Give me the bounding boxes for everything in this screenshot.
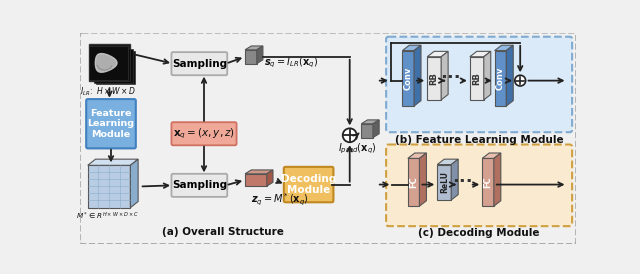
Polygon shape xyxy=(494,153,501,206)
Text: Conv: Conv xyxy=(496,67,505,90)
Polygon shape xyxy=(362,124,373,138)
Polygon shape xyxy=(414,45,421,106)
FancyBboxPatch shape xyxy=(284,167,333,202)
Text: (b) Feature Learning Module: (b) Feature Learning Module xyxy=(395,135,563,144)
Polygon shape xyxy=(245,50,257,64)
Polygon shape xyxy=(495,45,513,51)
Text: ReLU: ReLU xyxy=(440,171,449,193)
Polygon shape xyxy=(403,51,414,106)
Text: $I_{LR}$:  $H \times W \times D$: $I_{LR}$: $H \times W \times D$ xyxy=(80,85,136,98)
Polygon shape xyxy=(90,44,129,81)
Text: FC: FC xyxy=(409,176,418,188)
FancyBboxPatch shape xyxy=(80,33,576,244)
Polygon shape xyxy=(131,159,138,208)
Text: RB: RB xyxy=(472,72,481,85)
Polygon shape xyxy=(482,153,501,158)
Polygon shape xyxy=(470,51,491,57)
Polygon shape xyxy=(506,45,513,106)
Polygon shape xyxy=(267,170,273,186)
Text: $\boldsymbol{s}_q = I_{LR}(\mathbf{x}_q)$: $\boldsymbol{s}_q = I_{LR}(\mathbf{x}_q)… xyxy=(264,56,319,70)
Text: Decoding
Module: Decoding Module xyxy=(281,174,336,195)
Text: Feature
Learning
Module: Feature Learning Module xyxy=(88,109,134,139)
Polygon shape xyxy=(245,170,273,174)
Polygon shape xyxy=(437,165,451,200)
Polygon shape xyxy=(94,49,132,83)
Polygon shape xyxy=(362,120,379,124)
Polygon shape xyxy=(373,120,379,138)
Polygon shape xyxy=(441,51,448,100)
Polygon shape xyxy=(408,153,426,158)
Polygon shape xyxy=(484,51,491,100)
FancyBboxPatch shape xyxy=(172,174,227,197)
Polygon shape xyxy=(451,159,458,200)
Polygon shape xyxy=(470,57,484,100)
Polygon shape xyxy=(245,174,267,186)
Text: FC: FC xyxy=(484,176,493,188)
Text: Conv: Conv xyxy=(404,67,413,90)
FancyBboxPatch shape xyxy=(86,99,136,149)
Text: $M^* \in R^{H \times W \times D \times C}$: $M^* \in R^{H \times W \times D \times C… xyxy=(76,211,139,222)
Text: $\boldsymbol{z}_q = M^*(\mathbf{x}_q)$: $\boldsymbol{z}_q = M^*(\mathbf{x}_q)$ xyxy=(252,192,309,209)
Polygon shape xyxy=(257,46,263,64)
Text: Sampling: Sampling xyxy=(172,59,227,69)
Text: (a) Overall Structure: (a) Overall Structure xyxy=(163,227,284,237)
Polygon shape xyxy=(245,46,263,50)
Polygon shape xyxy=(437,159,458,165)
Polygon shape xyxy=(495,51,506,106)
Circle shape xyxy=(515,75,525,86)
Polygon shape xyxy=(428,51,448,57)
Polygon shape xyxy=(482,158,494,206)
Polygon shape xyxy=(95,53,117,72)
Polygon shape xyxy=(88,165,131,208)
Polygon shape xyxy=(428,57,441,100)
FancyBboxPatch shape xyxy=(172,122,237,145)
Text: RB: RB xyxy=(429,72,438,85)
Text: $I_{pred}(\mathbf{x}_q)$: $I_{pred}(\mathbf{x}_q)$ xyxy=(338,141,377,156)
Polygon shape xyxy=(408,158,419,206)
Polygon shape xyxy=(419,153,426,206)
Polygon shape xyxy=(96,51,135,84)
FancyBboxPatch shape xyxy=(172,52,227,75)
Text: ···: ··· xyxy=(440,69,461,87)
FancyBboxPatch shape xyxy=(386,37,572,132)
Text: $\mathbf{x}_q = (x,y,z)$: $\mathbf{x}_q = (x,y,z)$ xyxy=(173,127,235,141)
Text: Sampling: Sampling xyxy=(172,180,227,190)
FancyBboxPatch shape xyxy=(386,144,572,226)
Text: ···: ··· xyxy=(452,173,472,191)
Polygon shape xyxy=(90,46,128,80)
Polygon shape xyxy=(88,159,138,165)
Circle shape xyxy=(343,128,356,142)
Polygon shape xyxy=(403,45,421,51)
Polygon shape xyxy=(92,47,131,81)
Text: (c) Decoding Module: (c) Decoding Module xyxy=(419,229,540,238)
